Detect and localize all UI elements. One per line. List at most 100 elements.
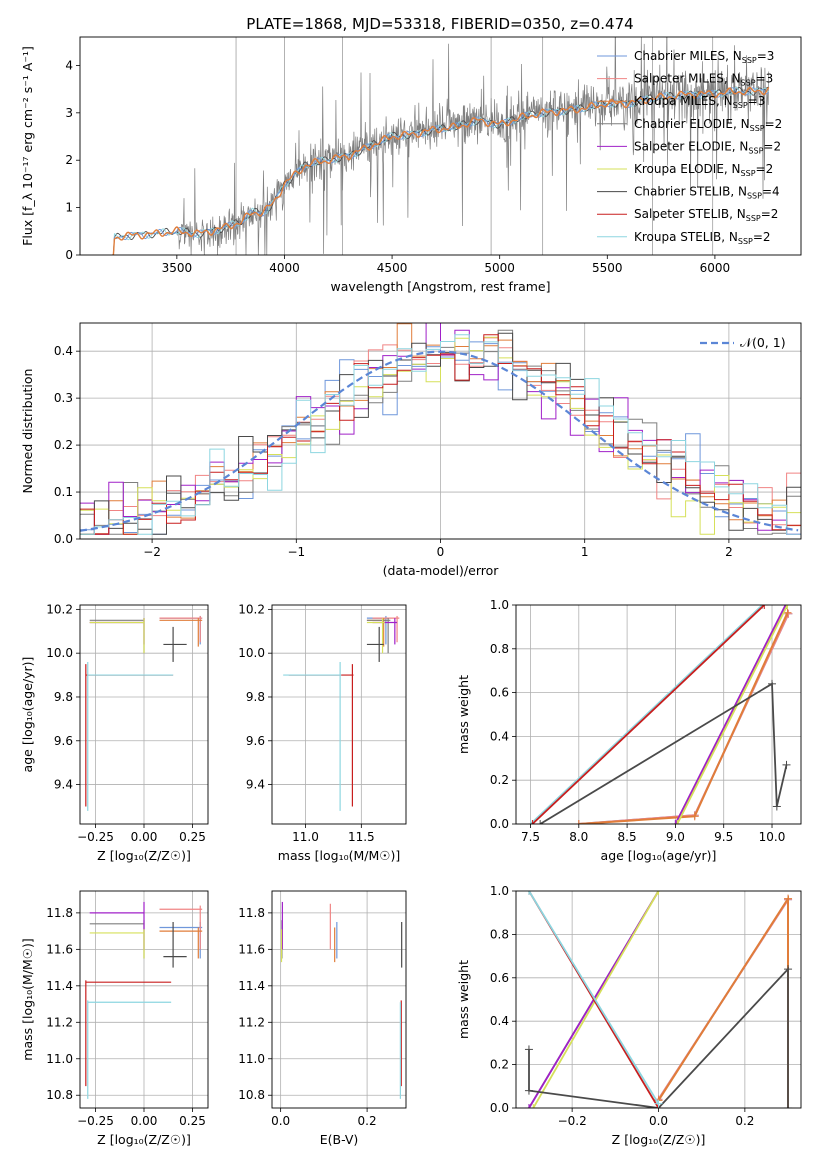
y-tick-label: 9.6 [54,734,73,748]
x-tick-label: 5500 [592,261,623,275]
weight-line-salpeter-miles [578,613,790,824]
x-tick-label: 5000 [484,261,515,275]
y-tick-label: 0.0 [54,532,73,546]
y-axis-label: Flux [f_λ 10⁻¹⁷ erg cm⁻² s⁻¹ A⁻¹] [20,46,35,246]
x-tick-label: 3500 [162,261,193,275]
x-axis-label: age [log₁₀(age/yr)] [601,848,717,863]
y-tick-label: 9.4 [54,778,73,792]
weight-line-kroupa-elodie [676,605,789,824]
axes-frame [79,322,802,540]
legend-nssp: =2 [753,230,771,244]
x-axis-label: mass [log₁₀(M/M☉)] [278,848,400,863]
x-tick-label: 0.25 [179,1114,206,1128]
figure-title: PLATE=1868, MJD=53318, FIBERID=0350, z=0… [246,15,633,33]
x-tick-label: 4000 [269,261,300,275]
x-tick-label: 4500 [377,261,408,275]
y-tick-label: 0 [65,248,73,262]
y-axis-label: mass weight [456,675,471,754]
x-tick-label: 11.5 [348,830,375,844]
legend-entry: Kroupa MILES, NSSP=3 [634,94,765,110]
weight-line-salpeter-elodie [674,605,787,824]
legend-subscript: SSP [733,101,748,110]
axes-frame [79,604,209,825]
axes-frame [515,890,802,1109]
y-tick-label: 10.2 [238,602,265,616]
x-tick-label: −2 [143,545,161,559]
x-tick-label: −0.25 [77,1114,114,1128]
panel-residuals: −2 −1 0 1 2 0.0 0.1 0.2 0.3 0.4 (data-model)/error… [20,322,802,578]
histogram-salpeter-stelib [80,334,801,535]
y-tick-label: 0.2 [490,1058,509,1072]
y-tick-label: 11.0 [238,1052,265,1066]
spectrum-legend: Chabrier MILES, NSSP=3 Salpeter MILES, NS… [597,49,782,246]
legend-nssp: =2 [765,117,783,131]
y-tick-label: 11.4 [46,979,73,993]
panel-weight-vs-Z: −0.2 0.0 0.2 0.0 0.2 0.4 0.6 0.8 1.0 Z [log₁₀(Z/Z… [456,884,802,1147]
y-tick-label: 9.8 [54,690,73,704]
legend-entry: Kroupa ELODIE, NSSP=2 [634,162,773,178]
y-tick-label: 0.8 [490,927,509,941]
y-tick-label: 0.2 [54,438,73,452]
x-tick-label: 0.2 [358,1114,377,1128]
legend-nssp: =2 [756,162,774,176]
panel-weight-vs-age: 7.5 8.0 8.5 9.0 9.5 10.0 0.0 0.2 0.4 0.6 0.8 1.0 age… [456,598,802,863]
plot-area-mass-vs-ebv [280,901,403,1099]
weight-line-kroupa-stelib [528,891,660,1105]
y-tick-label: 10.8 [46,1088,73,1102]
normal-curve [80,350,799,532]
x-tick-label: 8.5 [618,830,637,844]
y-tick-label: 11.4 [238,979,265,993]
x-tick-label: 0.2 [735,1114,754,1128]
plot-area-weight-vs-Z [524,891,793,1108]
legend-entry: Chabrier ELODIE, NSSP=2 [634,117,782,133]
y-tick-label: 0.6 [490,686,509,700]
x-tick-label: 11.0 [292,830,319,844]
x-tick-label: 9.0 [666,830,685,844]
y-tick-label: 1 [65,201,73,215]
y-axis-label: Normed distribution [20,369,35,494]
y-tick-label: 11.8 [238,906,265,920]
plot-area-spectrum [112,37,770,255]
legend-subscript: SSP [738,237,753,246]
x-axis-label: Z [log₁₀(Z/Z☉)] [97,1132,191,1147]
panel-mass-vs-Z: −0.25 0.00 0.25 10.8 11.0 11.2 11.4 11.6 11.8 Z [… [20,890,209,1147]
x-tick-label: 0.00 [131,830,158,844]
plot-area-mass-vs-Z [85,901,203,1099]
axes-frame [271,604,407,825]
y-tick-label: 11.6 [238,942,265,956]
y-tick-label: 2 [65,153,73,167]
weight-line-kroupa-miles [657,895,789,1108]
x-axis-label: (data-model)/error [383,563,500,578]
legend-nssp: =4 [762,185,780,199]
x-tick-label: −0.25 [77,830,114,844]
axes-frame [271,890,407,1109]
weight-line-chabrier-miles [578,613,790,824]
y-tick-label: 0.6 [490,971,509,985]
y-tick-label: 9.6 [246,734,265,748]
y-axis-label: mass weight [456,960,471,1039]
plot-layer: 3500 4000 4500 5000 5500 6000 0 1 2 3 4 wavelength … [20,36,802,1147]
y-tick-label: 0.3 [54,391,73,405]
legend-entry: Salpeter STELIB, NSSP=2 [634,207,778,223]
grid-age-vs-mass [272,605,406,824]
legend-nssp: =2 [761,207,779,221]
legend-nssp: =3 [757,49,775,63]
plot-area-age-vs-mass [283,615,400,811]
legend-subscript: SSP [747,192,762,201]
legend-entry: Salpeter ELODIE, NSSP=2 [634,139,781,155]
x-tick-label: 0.00 [131,1114,158,1128]
legend-subscript: SSP [746,214,761,223]
y-tick-label: 0.4 [54,344,73,358]
x-tick-label: 0 [437,545,445,559]
y-tick-label: 0.4 [490,729,509,743]
legend-entry: 𝒩(0, 1) [740,335,786,350]
weight-line-chabrier-stelib [528,966,789,1108]
x-axis-label: E(B-V) [320,1132,359,1147]
axes-frame [79,890,209,1109]
panel-age-vs-Z: −0.25 0.00 0.25 9.4 9.6 9.8 10.0 10.2 Z [log₁₀(Z… [20,602,209,863]
model-line-kroupa-miles [112,86,770,255]
legend-subscript: SSP [748,146,763,155]
x-tick-label: 8.0 [569,830,588,844]
legend-entry: Chabrier MILES, NSSP=3 [634,49,774,65]
axes-frame [515,604,802,825]
